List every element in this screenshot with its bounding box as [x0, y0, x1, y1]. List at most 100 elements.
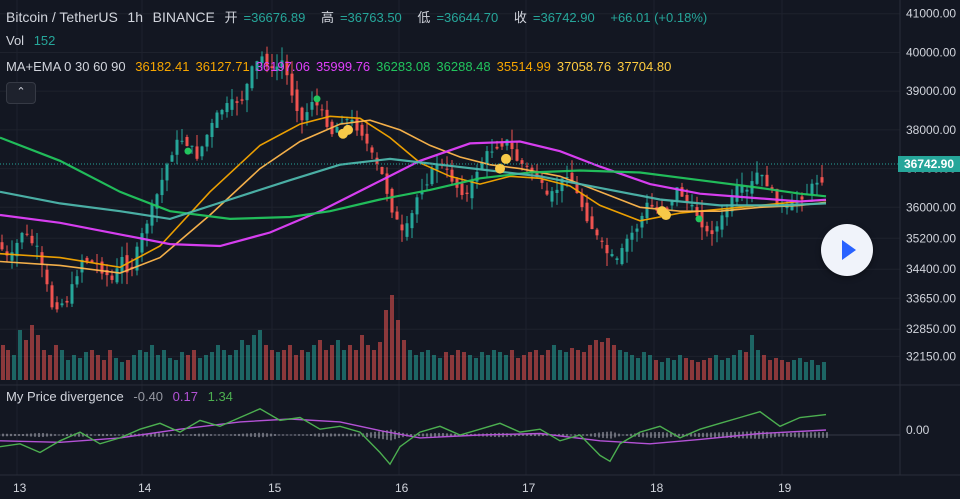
candle-body: [50, 285, 54, 308]
candle-body: [200, 146, 204, 157]
chevron-up-icon: ⌃: [16, 86, 26, 98]
candle-body: [380, 166, 384, 175]
divergence-histogram-bar: [514, 433, 516, 437]
divergence-histogram-bar: [786, 433, 788, 437]
candle-body: [405, 223, 409, 237]
divergence-histogram-bar: [594, 433, 596, 437]
time-axis[interactable]: 13 14 15 16 17 18 19: [13, 481, 792, 495]
divergence-histogram-bar: [614, 432, 616, 438]
ma-ema-legend[interactable]: MA+EMA 0 30 60 90 36182.41 36127.71 36197.…: [6, 58, 683, 76]
candle-body: [480, 162, 484, 170]
volume-bar: [192, 350, 196, 380]
divergence-histogram-bar: [734, 431, 736, 439]
replay-play-button[interactable]: [821, 224, 873, 276]
volume-bar: [156, 355, 160, 380]
divergence-histogram-bar: [78, 433, 80, 437]
volume-bar: [288, 345, 292, 380]
divergence-histogram-bar: [802, 432, 804, 438]
volume-bar: [738, 350, 742, 380]
divergence-histogram-bar: [378, 431, 380, 439]
ma-value-5: 36283.08: [376, 59, 431, 74]
candle-body: [585, 202, 589, 222]
candle-body: [270, 66, 274, 69]
volume-bar: [654, 360, 658, 380]
candle-body: [610, 254, 614, 257]
ma-value-1: 36182.41: [135, 59, 190, 74]
volume-bar: [60, 350, 64, 380]
divergence-histogram-bar: [66, 433, 68, 437]
ma-value-2: 36127.71: [195, 59, 250, 74]
divergence-value-3: 1.34: [207, 389, 233, 404]
divergence-histogram-bar: [222, 434, 224, 436]
candle-body: [635, 228, 639, 232]
divergence-legend[interactable]: My Price divergence -0.40 0.17 1.34: [6, 388, 239, 406]
candle-body: [145, 223, 149, 234]
volume-value: 152: [33, 33, 56, 48]
candle-body: [310, 102, 314, 110]
volume-bar: [228, 355, 232, 380]
volume-bar: [468, 355, 472, 380]
volume-bar: [342, 350, 346, 380]
candle-body: [240, 99, 244, 101]
candle-body: [110, 275, 114, 280]
ma-ema-label: MA+EMA 0 30 60 90: [6, 59, 126, 74]
divergence-histogram-bar: [310, 434, 312, 436]
divergence-histogram-bar: [518, 434, 520, 436]
price-axis[interactable]: 41000.0040000.0039000.0038000.0037000.00…: [906, 7, 956, 364]
candle-body: [555, 189, 559, 194]
ma-value-3: 36197.06: [255, 59, 310, 74]
candle-body: [75, 276, 79, 285]
volume-bar: [750, 335, 754, 380]
divergence-histogram-bar: [682, 433, 684, 437]
candle-body: [495, 146, 499, 149]
interval[interactable]: 1h: [127, 9, 143, 25]
signal-dots: [184, 95, 703, 223]
divergence-histogram-bar: [14, 433, 16, 437]
volume-bar: [744, 352, 748, 380]
volume-bar: [198, 358, 202, 380]
price-change: +66.01 (+0.18%): [610, 10, 708, 25]
candle-body: [0, 242, 4, 250]
volume-legend[interactable]: Vol 152: [6, 32, 61, 50]
divergence-histogram-bar: [774, 432, 776, 438]
candle-body: [280, 60, 284, 67]
candle-body: [545, 190, 549, 195]
volume-bar: [708, 358, 712, 380]
divergence-value-2: 0.17: [172, 389, 198, 404]
divergence-histogram-bar: [382, 430, 384, 440]
symbol-name[interactable]: Bitcoin / TetherUS: [6, 9, 118, 25]
candle-body: [30, 235, 34, 244]
current-price-tag: 36742.90: [898, 156, 960, 172]
ohlc-open: 开 =36676.89: [224, 10, 306, 25]
divergence-histogram-bar: [306, 434, 308, 436]
candle-body: [465, 192, 469, 195]
candle-body: [515, 149, 519, 161]
divergence-histogram-bar: [206, 433, 208, 437]
candle-body: [445, 168, 449, 170]
candle-body: [175, 139, 179, 155]
volume-bar: [816, 365, 820, 380]
signal-dot-7: [661, 210, 671, 221]
divergence-histogram-bar: [678, 433, 680, 437]
volume-bar: [516, 358, 520, 380]
volume-bar: [642, 352, 646, 380]
divergence-histogram-bar: [358, 433, 360, 437]
divergence-histogram-bar: [426, 433, 428, 437]
volume-bar: [450, 355, 454, 380]
collapse-legend-button[interactable]: ⌃: [6, 82, 36, 104]
candle-body: [390, 188, 394, 213]
divergence-histogram-bar: [662, 432, 664, 438]
divergence-histogram-bar: [90, 434, 92, 436]
ma-value-9: 37704.80: [617, 59, 672, 74]
candle-body: [160, 179, 164, 196]
divergence-histogram-bar: [442, 433, 444, 437]
divergence-histogram-bar: [462, 434, 464, 436]
divergence-histogram-bar: [342, 433, 344, 437]
candle-body: [770, 187, 774, 190]
candle-body: [775, 188, 779, 207]
volume-bar: [102, 360, 106, 380]
volume-bar: [258, 330, 262, 380]
candle-body: [725, 208, 729, 218]
candle-body: [120, 256, 124, 273]
